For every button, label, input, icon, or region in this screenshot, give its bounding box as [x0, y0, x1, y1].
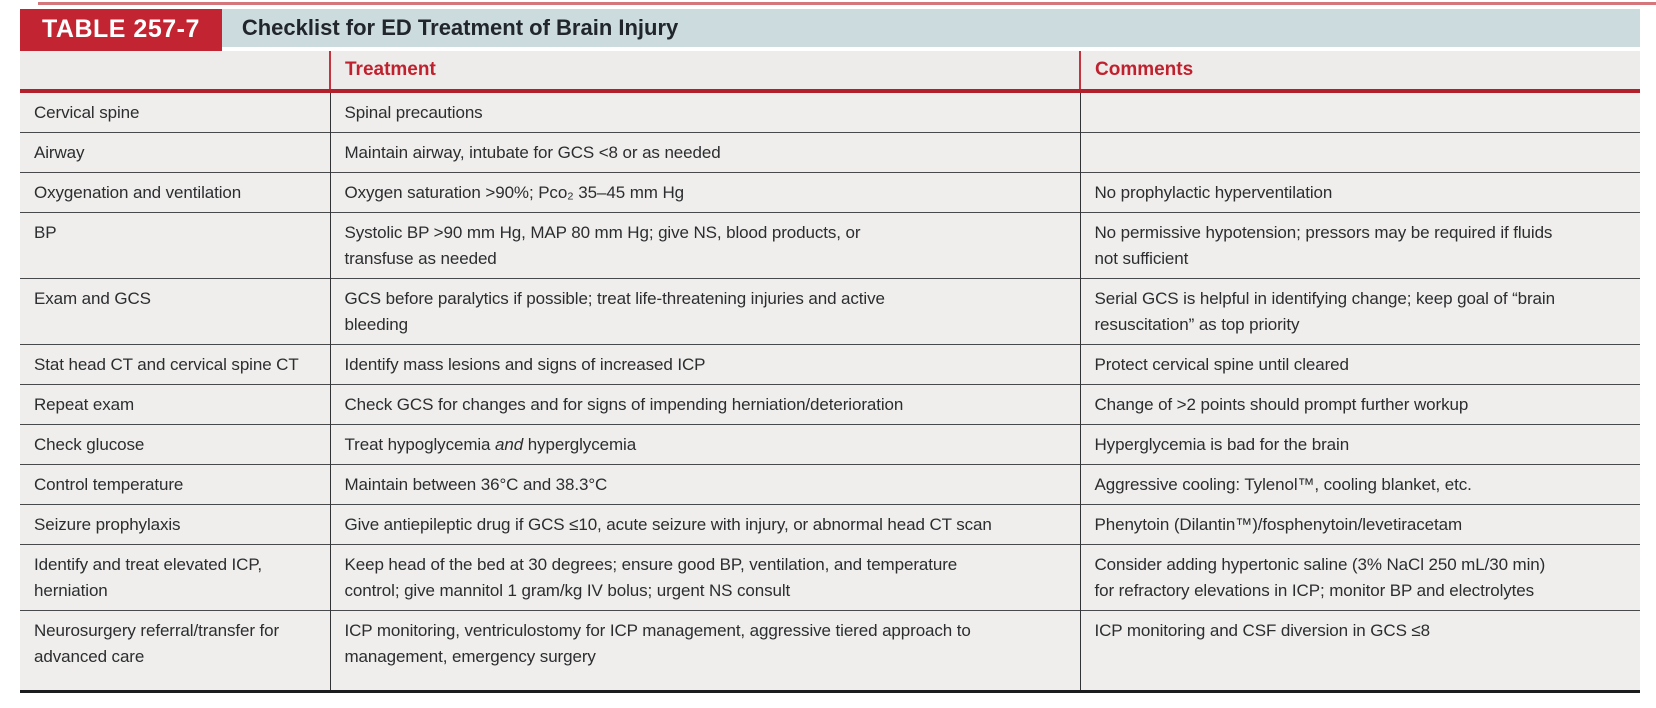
row-label-cell: Stat head CT and cervical spine CT	[20, 344, 330, 385]
comments-cell: Hyperglycemia is bad for the brain	[1079, 424, 1640, 465]
column-header-treatment: Treatment	[329, 51, 1080, 93]
treatment-cell: Treat hypoglycemia and hyperglycemia	[329, 424, 1080, 465]
row-label-cell: Oxygenation and ventilation	[20, 172, 330, 213]
treatment-cell: Keep head of the bed at 30 degrees; ensu…	[329, 544, 1080, 611]
row-label-cell: Airway	[20, 132, 330, 173]
top-rule	[38, 2, 1656, 5]
table-row: Seizure prophylaxis Give antiepileptic d…	[20, 504, 1640, 545]
comments-cell: Protect cervical spine until cleared	[1079, 344, 1640, 385]
treatment-text: hyperglycemia	[523, 435, 637, 454]
row-label-cell: Cervical spine	[20, 91, 330, 133]
table-row: Cervical spine Spinal precautions	[20, 91, 1640, 133]
table-figure: TABLE 257-7 Checklist for ED Treatment o…	[20, 9, 1640, 693]
comments-cell: No prophylactic hyperventilation	[1079, 172, 1640, 213]
treatment-cell: Spinal precautions	[329, 91, 1080, 133]
treatment-cell: GCS before paralytics if possible; treat…	[329, 278, 1080, 345]
title-strip: Checklist for ED Treatment of Brain Inju…	[221, 9, 1640, 47]
table-row: Exam and GCS GCS before paralytics if po…	[20, 278, 1640, 345]
treatment-cell: Maintain between 36°C and 38.3°C	[329, 464, 1080, 505]
treatment-cell: ICP monitoring, ventriculostomy for ICP …	[329, 610, 1080, 692]
checklist-table: Treatment Comments Cervical spine Spinal…	[20, 51, 1640, 693]
table-row: Control temperature Maintain between 36°…	[20, 464, 1640, 505]
comments-cell: No permissive hypotension; pressors may …	[1079, 212, 1640, 279]
row-label-cell: Check glucose	[20, 424, 330, 465]
row-label-cell: Seizure prophylaxis	[20, 504, 330, 545]
comments-cell: Serial GCS is helpful in identifying cha…	[1079, 278, 1640, 345]
treatment-cell: Identify mass lesions and signs of incre…	[329, 344, 1080, 385]
column-header-row: Treatment Comments	[20, 51, 1640, 93]
row-label-cell: BP	[20, 212, 330, 279]
column-header-comments: Comments	[1079, 51, 1640, 93]
table-row: Identify and treat elevated ICP, herniat…	[20, 544, 1640, 611]
table-row: Repeat exam Check GCS for changes and fo…	[20, 384, 1640, 425]
row-label-cell: Exam and GCS	[20, 278, 330, 345]
table-row: BP Systolic BP >90 mm Hg, MAP 80 mm Hg; …	[20, 212, 1640, 279]
table-badge: TABLE 257-7	[20, 9, 222, 51]
comments-cell: ICP monitoring and CSF diversion in GCS …	[1079, 610, 1640, 692]
row-label-cell: Control temperature	[20, 464, 330, 505]
row-label-cell: Repeat exam	[20, 384, 330, 425]
table-header-band: TABLE 257-7 Checklist for ED Treatment o…	[20, 9, 1640, 51]
table-row: Stat head CT and cervical spine CT Ident…	[20, 344, 1640, 385]
treatment-cell: Maintain airway, intubate for GCS <8 or …	[329, 132, 1080, 173]
treatment-cell: Systolic BP >90 mm Hg, MAP 80 mm Hg; giv…	[329, 212, 1080, 279]
treatment-text: Treat hypoglycemia	[344, 435, 496, 454]
comments-cell: Phenytoin (Dilantin™)/fosphenytoin/levet…	[1079, 504, 1640, 545]
comments-cell: Consider adding hypertonic saline (3% Na…	[1079, 544, 1640, 611]
table-row: Neurosurgery referral/transfer for advan…	[20, 610, 1640, 692]
comments-cell	[1079, 132, 1640, 173]
treatment-italic-text: and	[495, 435, 524, 454]
table-row: Oxygenation and ventilation Oxygen satur…	[20, 172, 1640, 213]
row-label-cell: Identify and treat elevated ICP, herniat…	[20, 544, 330, 611]
column-header-blank	[20, 51, 330, 93]
row-label-cell: Neurosurgery referral/transfer for advan…	[20, 610, 330, 692]
table-title: Checklist for ED Treatment of Brain Inju…	[241, 15, 679, 40]
comments-cell	[1079, 91, 1640, 133]
comments-cell: Aggressive cooling: Tylenol™, cooling bl…	[1079, 464, 1640, 505]
treatment-cell: Give antiepileptic drug if GCS ≤10, acut…	[329, 504, 1080, 545]
treatment-cell: Check GCS for changes and for signs of i…	[329, 384, 1080, 425]
table-row: Check glucose Treat hypoglycemia and hyp…	[20, 424, 1640, 465]
comments-cell: Change of >2 points should prompt furthe…	[1079, 384, 1640, 425]
treatment-cell: Oxygen saturation >90%; Pco₂ 35–45 mm Hg	[329, 172, 1080, 213]
table-row: Airway Maintain airway, intubate for GCS…	[20, 132, 1640, 173]
